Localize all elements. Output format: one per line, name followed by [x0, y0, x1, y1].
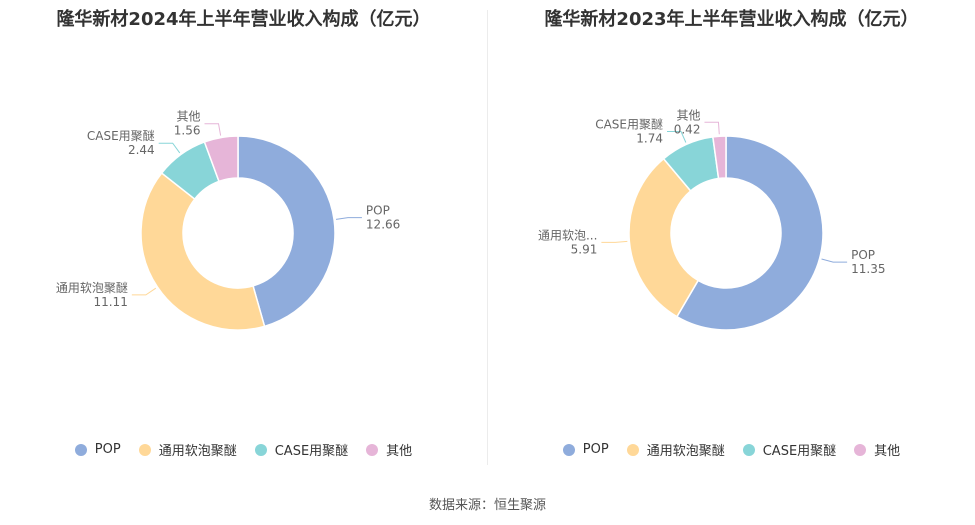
- legend-label-pop: POP: [582, 442, 609, 457]
- leader-line-case: [158, 142, 181, 154]
- slice-label-case: CASE用聚醚: [595, 118, 663, 132]
- legend-dot-case: [742, 443, 755, 456]
- legend-dot-pop: [74, 443, 87, 456]
- legend-dot-other: [854, 443, 867, 456]
- legend-label-soft-foam: 通用软泡聚醚: [158, 444, 237, 459]
- slice-label-soft-foam: 通用软泡...: [538, 228, 597, 242]
- slice-label-case: CASE用聚醚: [87, 129, 155, 143]
- legend-2024: POP 通用软泡聚醚 CASE用聚醚 其他: [0, 440, 487, 459]
- slice-value-case: 2.44: [128, 143, 155, 157]
- legend-dot-other: [366, 443, 379, 456]
- leader-line-soft-foam: [131, 287, 157, 296]
- legend-dot-case: [254, 443, 267, 456]
- legend-2023: POP 通用软泡聚醚 CASE用聚醚 其他: [488, 440, 975, 459]
- legend-item-case[interactable]: CASE用聚醚: [742, 440, 837, 459]
- legend-dot-pop: [562, 443, 575, 456]
- legend-label-case: CASE用聚醚: [762, 444, 837, 459]
- legend-label-other: 其他: [874, 444, 901, 459]
- leader-line-pop: [335, 217, 362, 220]
- slice-value-soft-foam: 5.91: [571, 242, 598, 256]
- legend-label-pop: POP: [94, 442, 121, 457]
- legend-item-soft-foam[interactable]: 通用软泡聚醚: [626, 440, 725, 459]
- slice-label-soft-foam: 通用软泡聚醚: [56, 281, 128, 295]
- panel-divider: [487, 10, 488, 465]
- slice-other[interactable]: [203, 135, 239, 183]
- legend-dot-soft-foam: [138, 443, 151, 456]
- slice-other[interactable]: [712, 135, 727, 180]
- leader-line-soft-foam: [601, 240, 628, 243]
- slice-value-pop: 11.35: [851, 262, 885, 276]
- chart-title-2023: 隆华新材2023年上半年营业收入构成（亿元）: [544, 9, 919, 30]
- slice-value-pop: 12.66: [366, 218, 400, 232]
- legend-item-soft-foam[interactable]: 通用软泡聚醚: [138, 440, 237, 459]
- slice-pop[interactable]: [675, 135, 824, 331]
- legend-label-other: 其他: [386, 444, 413, 459]
- slice-value-other: 0.42: [674, 122, 701, 136]
- slice-pop[interactable]: [237, 135, 336, 328]
- leader-line-pop: [821, 258, 848, 263]
- legend-item-case[interactable]: CASE用聚醚: [254, 440, 349, 459]
- slice-label-other: 其他: [676, 108, 700, 122]
- legend-item-pop[interactable]: POP: [562, 440, 609, 459]
- leader-line-other: [704, 121, 720, 135]
- leader-line-other: [204, 123, 222, 136]
- slice-soft-foam[interactable]: [628, 157, 700, 318]
- legend-item-other[interactable]: 其他: [366, 440, 412, 459]
- chart-title-2024: 隆华新材2024年上半年营业收入构成（亿元）: [56, 9, 431, 30]
- legend-item-pop[interactable]: POP: [74, 440, 121, 459]
- slice-value-soft-foam: 11.11: [93, 295, 127, 309]
- legend-dot-soft-foam: [626, 443, 639, 456]
- chart-panel-2023: 隆华新材2023年上半年营业收入构成（亿元） POP 11.35 通用软泡... 5.…: [488, 0, 975, 470]
- data-source: 数据来源：恒生聚源: [428, 498, 546, 513]
- legend-item-other[interactable]: 其他: [854, 440, 900, 459]
- slice-label-other: 其他: [176, 110, 200, 124]
- slice-label-pop: POP: [366, 204, 390, 218]
- slice-value-case: 1.74: [636, 132, 663, 146]
- leader-line-case: [667, 131, 687, 143]
- slice-label-pop: POP: [851, 248, 875, 262]
- slice-value-other: 1.56: [174, 124, 201, 138]
- chart-panel-2024: 隆华新材2024年上半年营业收入构成（亿元） POP 12.66 通用软泡聚醚 11.…: [0, 0, 487, 470]
- legend-label-case: CASE用聚醚: [274, 444, 349, 459]
- slice-soft-foam[interactable]: [140, 172, 266, 331]
- legend-label-soft-foam: 通用软泡聚醚: [646, 444, 725, 459]
